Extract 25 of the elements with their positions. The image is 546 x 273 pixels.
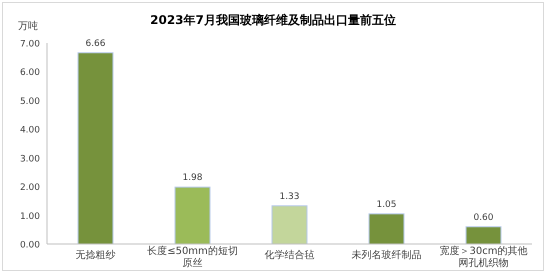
y-tick-label: 2.00 (20, 183, 40, 194)
y-tick-label: 5.00 (20, 96, 40, 107)
data-label: 1.05 (376, 200, 397, 210)
data-label: 1.98 (182, 173, 203, 184)
data-label: 1.33 (279, 192, 300, 202)
y-axis-title: 万吨 (18, 20, 38, 32)
y-tick-label: 3.00 (20, 154, 40, 164)
data-label: 6.66 (85, 38, 106, 49)
chart-title: 2023年7月我国玻璃纤维及制品出口量前五位 (150, 13, 396, 27)
x-tick-label: 未列名玻纤制品 (352, 249, 422, 261)
bar (368, 213, 404, 244)
bar (466, 226, 502, 244)
y-tick-label: 7.00 (20, 40, 40, 50)
x-tick-label: 化学结合毡 (264, 249, 314, 261)
x-tick-label: 无捻粗纱 (76, 249, 116, 261)
y-tick-label: 1.00 (20, 212, 40, 222)
data-label: 0.60 (473, 212, 494, 223)
y-tick-label: 6.00 (20, 68, 40, 78)
bar (78, 52, 114, 244)
y-tick-label: 4.00 (20, 126, 40, 136)
y-tick-label: 0.00 (20, 240, 40, 250)
bar (174, 186, 210, 244)
x-tick-label: 宽度＞30cm的其他网孔机织物 (440, 245, 528, 269)
x-tick-label: 长度≤50mm的短切原丝 (147, 245, 238, 269)
bar (272, 205, 308, 244)
